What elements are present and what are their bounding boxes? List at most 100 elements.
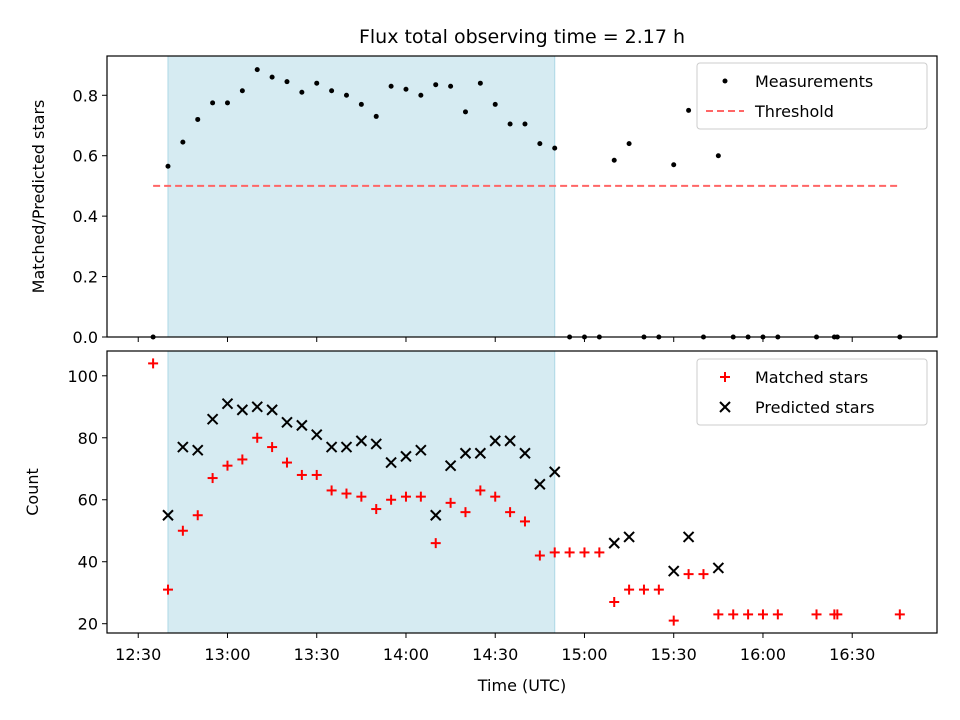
measurement-point (373, 113, 379, 119)
count-y-axis-label: Count (23, 468, 42, 516)
x-tick-label: 15:30 (651, 645, 697, 664)
y-tick-label: 0.6 (73, 147, 98, 166)
cross-stroke (236, 404, 249, 416)
predicted-star-point (296, 419, 308, 432)
legend-label: Matched stars (755, 368, 868, 387)
y-tick-label: 0.4 (73, 207, 98, 226)
measurement-point (418, 92, 424, 98)
predicted-star-point (162, 509, 174, 521)
x-tick-label: 12:30 (115, 645, 161, 664)
cross-stroke (712, 562, 725, 574)
predicted-star-point (325, 441, 338, 453)
matched-star-point (743, 609, 754, 620)
measurement-point (626, 141, 632, 147)
legend-marker-measurements (722, 78, 728, 84)
matched-star-point (207, 473, 218, 484)
cross-stroke (281, 416, 293, 428)
ratio-legend: Measurements Threshold (696, 62, 928, 130)
matched-star-point (237, 454, 248, 465)
measurement-point (611, 157, 617, 163)
x-tick-label: 14:00 (383, 645, 429, 664)
x-tick-label: 15:00 (561, 645, 607, 664)
predicted-star-point (400, 450, 412, 463)
cross-stroke (325, 441, 338, 453)
legend-box (696, 358, 928, 426)
predicted-star-point (281, 416, 293, 428)
x-tick-label: 13:30 (294, 645, 340, 664)
measurement-point (671, 162, 677, 168)
cross-stroke (311, 428, 323, 441)
cross-stroke (534, 478, 546, 490)
measurement-point (686, 107, 692, 113)
predicted-star-point (192, 444, 204, 456)
cross-stroke (459, 447, 472, 459)
measurement-point (180, 139, 186, 145)
matched-star-point (148, 358, 159, 369)
matched-star-point (505, 507, 516, 518)
measurement-point (269, 74, 275, 80)
measurement-point (403, 86, 409, 92)
measurement-point (477, 80, 483, 86)
chart-title: Flux total observing time = 2.17 h (359, 26, 685, 48)
matched-star-point (772, 609, 783, 620)
cross-stroke (719, 401, 731, 413)
cross-stroke (370, 438, 382, 450)
legend-label: Predicted stars (755, 398, 875, 417)
matched-star-point (460, 507, 471, 518)
y-tick-label: 60 (78, 491, 98, 510)
cross-stroke (206, 413, 219, 425)
matched-star-point (624, 584, 635, 595)
ratio-y-axis-label: Matched/Predicted stars (29, 100, 48, 294)
predicted-star-point (415, 444, 427, 456)
cross-stroke (474, 447, 487, 459)
measurement-point (492, 101, 498, 107)
predicted-star-point (623, 531, 635, 543)
predicted-star-point (311, 428, 323, 441)
measurement-point (388, 83, 394, 89)
measurement-point (254, 67, 260, 73)
matched-star-point (222, 460, 233, 471)
matched-star-point (490, 491, 501, 502)
y-tick-label: 80 (78, 429, 98, 448)
x-tick-label: 13:00 (204, 645, 250, 664)
count-panel: 20 40 60 80 100 12:30 13:00 13:30 14:00 14:30 15:… (23, 350, 938, 695)
measurement-point (358, 101, 364, 107)
matched-star-point (356, 491, 367, 502)
cross-stroke (519, 447, 531, 459)
predicted-star-point (682, 531, 695, 543)
cross-stroke (340, 441, 353, 453)
measurement-point (224, 100, 230, 106)
predicted-star-point (489, 435, 501, 447)
legend-marker-matched (720, 372, 730, 382)
predicted-star-point (519, 447, 531, 459)
matched-star-point (162, 584, 173, 595)
cross-stroke (608, 537, 620, 549)
matched-star-point (519, 516, 530, 527)
y-tick-label: 20 (78, 615, 98, 634)
x-axis-label: Time (UTC) (477, 676, 566, 695)
matched-star-point (445, 497, 456, 508)
cross-stroke (682, 531, 695, 543)
matched-star-point (192, 510, 203, 521)
matched-star-point (534, 550, 545, 561)
predicted-star-point (444, 459, 457, 472)
measurement-point (239, 88, 245, 94)
cross-stroke (444, 459, 457, 472)
predicted-star-point (206, 413, 219, 425)
cross-stroke (192, 444, 204, 456)
measurement-point (329, 88, 335, 94)
matched-star-point (267, 442, 278, 453)
matched-star-point (594, 547, 605, 558)
matched-star-point (668, 615, 679, 626)
predicted-star-point (549, 466, 561, 478)
matched-star-point (683, 569, 694, 580)
measurement-point (299, 89, 305, 95)
measurement-point (314, 80, 320, 86)
matched-star-point (252, 432, 263, 443)
cross-stroke (400, 450, 412, 463)
predicted-star-point (177, 441, 189, 453)
x-tick-label: 16:00 (740, 645, 786, 664)
cross-stroke (430, 509, 442, 521)
predicted-star-point (504, 435, 516, 447)
cross-stroke (668, 565, 680, 577)
